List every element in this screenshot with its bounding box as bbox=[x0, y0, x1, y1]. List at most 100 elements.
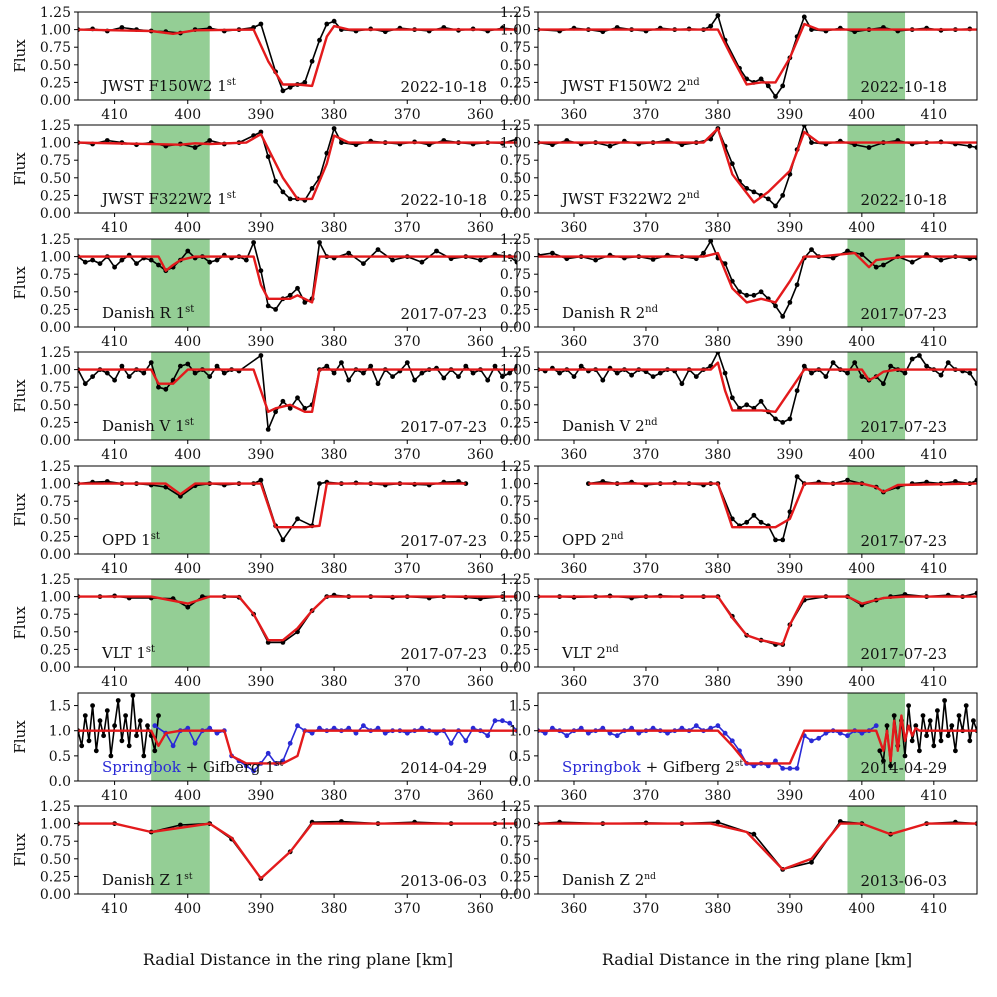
chart-8-observed-line bbox=[538, 352, 977, 424]
chart-16-ytick-label: 1.00 bbox=[500, 817, 531, 833]
chart-7-observed-point bbox=[273, 409, 278, 415]
chart-8-ytick-label: 0.75 bbox=[500, 380, 531, 396]
chart-13-xtick-label: 370 bbox=[394, 788, 421, 804]
chart-5-observed-point bbox=[97, 261, 103, 266]
chart-15-ytick-label: 0.50 bbox=[40, 852, 71, 868]
chart-12-xtick-label: 400 bbox=[848, 674, 875, 690]
chart-8-ytick-label: 1.25 bbox=[500, 345, 531, 361]
chart-6-xtick-label: 360 bbox=[561, 334, 588, 350]
chart-3-observed-point bbox=[280, 189, 286, 195]
chart-13-model-line bbox=[78, 729, 517, 765]
chart-2-observed-point bbox=[715, 13, 721, 18]
chart-12-ytick-label: 0.50 bbox=[500, 625, 531, 641]
chart-7-observed-point bbox=[507, 370, 513, 376]
chart-1-observed-point bbox=[302, 80, 308, 85]
chart-13-observed-blue-point bbox=[295, 723, 300, 729]
chart-7-observed-point bbox=[375, 381, 381, 387]
chart-14-observed-point bbox=[917, 748, 922, 754]
chart-14-ytick-label: 1.0 bbox=[509, 724, 531, 740]
chart-11-date: 2017-07-23 bbox=[401, 645, 487, 663]
chart-9-xtick-label: 380 bbox=[321, 561, 348, 577]
chart-1-frame bbox=[77, 11, 518, 101]
chart-7-observed-point bbox=[141, 370, 147, 376]
chart-5-observed-point bbox=[434, 248, 439, 254]
chart-4-xtick-label: 400 bbox=[848, 220, 875, 236]
chart-5-xtick-label: 370 bbox=[394, 334, 421, 350]
chart-14-observed-blue-point bbox=[765, 763, 771, 769]
chart-2-ytick-label: 1.25 bbox=[500, 5, 531, 21]
chart-2-observed-point bbox=[780, 83, 786, 89]
chart-3-observed-point bbox=[273, 178, 278, 184]
chart-4-ytick-label: 1.00 bbox=[500, 136, 531, 152]
chart-8-observed-point bbox=[801, 363, 807, 369]
chart-5-observed-point bbox=[214, 257, 220, 263]
chart-10-ytick-label: 1.25 bbox=[500, 459, 531, 475]
chart-1-observed-point bbox=[317, 37, 322, 43]
chart-2-observed-point bbox=[765, 83, 771, 89]
chart-7-observed-point bbox=[390, 374, 395, 379]
chart-6-observed-point bbox=[881, 262, 886, 268]
chart-3-observed-point bbox=[265, 154, 271, 160]
chart-8-observed-point bbox=[881, 381, 886, 387]
chart-7-observed-point bbox=[148, 360, 154, 365]
chart-14-observed-point bbox=[906, 703, 911, 708]
chart-7-observed-point bbox=[324, 363, 330, 369]
chart-6: 0.00 0.250.50 0.751.00 1.25 360 370 380 390 400 4… bbox=[500, 232, 978, 350]
chart-13-observed-blue-point bbox=[214, 730, 220, 736]
chart-2-ytick-label: 0.50 bbox=[500, 58, 531, 74]
chart-6-xtick-label: 400 bbox=[848, 334, 875, 350]
chart-3-ytick-label: 0.50 bbox=[40, 171, 71, 187]
chart-11-ytick-label: 1.00 bbox=[40, 590, 71, 606]
chart-12-ytick-label: 0.00 bbox=[500, 660, 531, 676]
chart-5-ylabel: Flux bbox=[11, 266, 29, 300]
chart-7-ytick-label: 1.00 bbox=[40, 363, 71, 379]
chart-11-model-line bbox=[78, 595, 517, 642]
chart-6-observed-point bbox=[708, 239, 714, 244]
chart-1-ytick-label: 1.25 bbox=[40, 5, 71, 21]
chart-12-xtick-label: 380 bbox=[705, 674, 732, 690]
chart-14-observed-point bbox=[902, 753, 908, 759]
chart-9-ylabel: Flux bbox=[11, 493, 29, 527]
chart-15-xtick-label: 400 bbox=[174, 901, 201, 917]
chart-10-observed-point bbox=[744, 519, 750, 525]
chart-11-xtick-label: 370 bbox=[394, 674, 421, 690]
chart-4-ytick-label: 0.25 bbox=[500, 188, 531, 204]
chart-13-ytick-label: 0.0 bbox=[49, 774, 71, 790]
chart-14-title: Springbok + Gifberg 2st bbox=[562, 758, 743, 776]
chart-7-observed-point bbox=[214, 363, 220, 369]
chart-14-observed-blue-point bbox=[693, 723, 699, 729]
chart-5-observed-point bbox=[258, 268, 264, 274]
chart-8-observed-point bbox=[924, 363, 929, 369]
chart-5-ytick-label: 0.25 bbox=[40, 302, 71, 318]
chart-10-xtick-label: 400 bbox=[848, 561, 875, 577]
chart-8: 0.00 0.250.50 0.751.00 1.25 360 370 380 390 400 4… bbox=[500, 345, 978, 463]
chart-14-observed-blue-point bbox=[823, 730, 829, 736]
chart-12: 0.00 0.250.50 0.751.00 1.25 360 370 380 390 400 4… bbox=[500, 572, 978, 690]
chart-16-xtick-label: 390 bbox=[777, 901, 804, 917]
chart-6-ytick-label: 0.75 bbox=[500, 267, 531, 283]
chart-5-xtick-label: 360 bbox=[467, 334, 494, 350]
chart-1-ytick-label: 0.75 bbox=[40, 40, 71, 56]
chart-15-title: Danish Z 1st bbox=[102, 871, 193, 889]
chart-14-observed-blue-point bbox=[816, 735, 822, 741]
chart-6-observed-point bbox=[751, 292, 757, 298]
chart-10-observed-point bbox=[773, 537, 778, 543]
chart-14-date: 2014-04-29 bbox=[861, 759, 947, 777]
chart-5-observed-point bbox=[148, 257, 154, 263]
chart-14-observed-blue-point bbox=[600, 725, 606, 731]
chart-13: 0.0 0.5 1.0 1.5 Flux 410 400 390 380 370 360 Spring… bbox=[11, 692, 518, 804]
chart-1-ylabel: Flux bbox=[11, 39, 29, 73]
chart-2-xtick-label: 360 bbox=[561, 107, 588, 123]
chart-2-model-line bbox=[538, 22, 977, 86]
chart-8-observed-point bbox=[614, 370, 620, 376]
chart-13-title: Springbok + Gifberg 1st bbox=[102, 758, 283, 776]
chart-13-observed-point bbox=[90, 703, 95, 708]
chart-4-ytick-label: 0.75 bbox=[500, 153, 531, 169]
chart-7-xtick-label: 390 bbox=[248, 447, 275, 463]
chart-8-observed-point bbox=[600, 377, 606, 383]
chart-7-observed-point bbox=[339, 360, 344, 365]
chart-14-observed-blue-point bbox=[629, 725, 634, 731]
chart-11-ytick-label: 0.25 bbox=[40, 642, 71, 658]
chart-5: 0.00 0.250.50 0.751.00 1.25 Flux 410 400 390 380… bbox=[11, 232, 518, 350]
chart-6-ytick-label: 0.00 bbox=[500, 320, 531, 336]
